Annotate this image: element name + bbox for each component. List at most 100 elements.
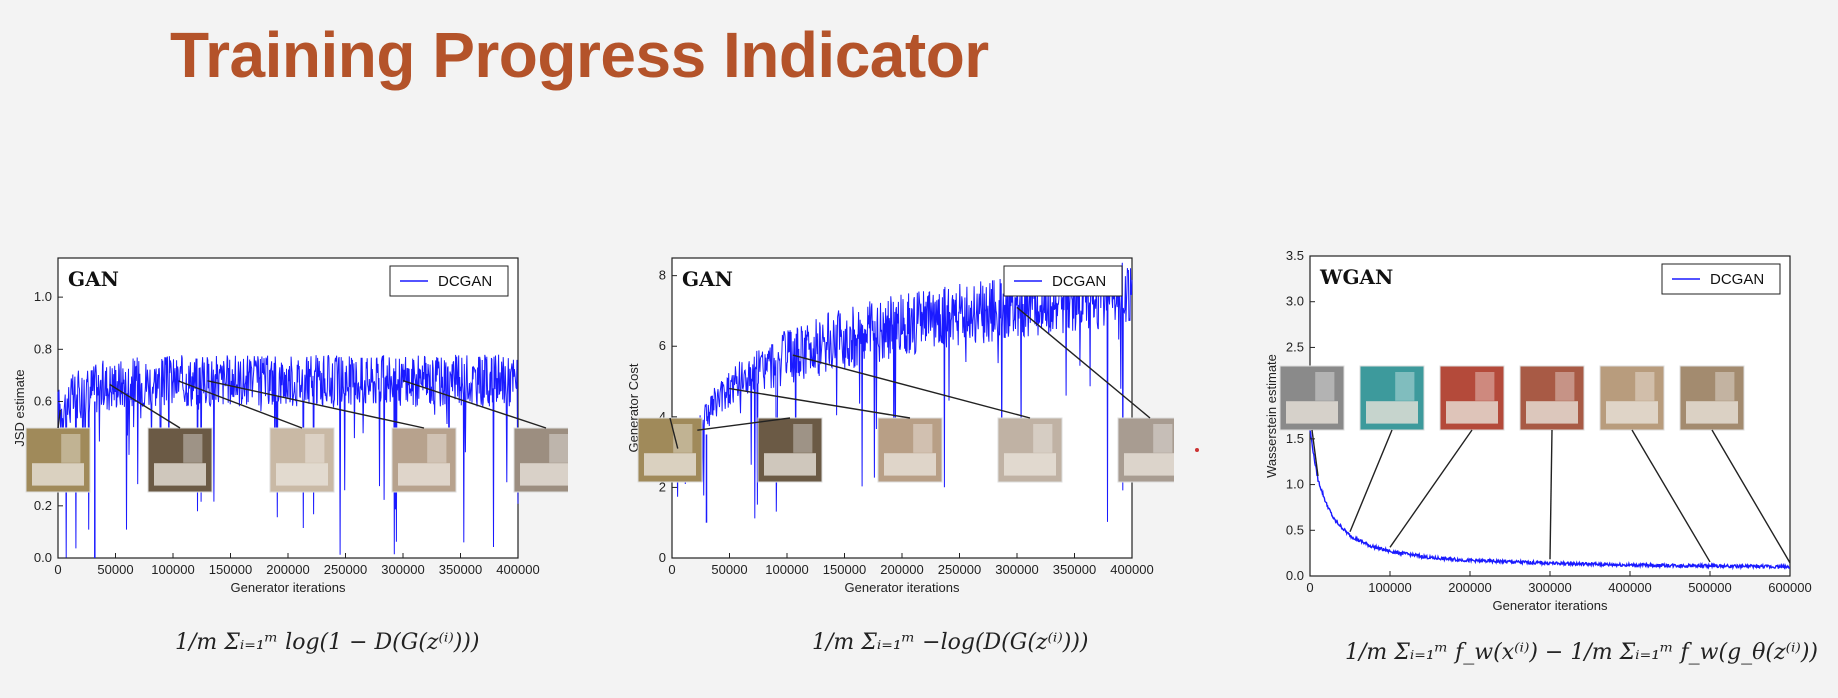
formula-gan-generator-cost: 1/m Σᵢ₌₁ᵐ −log(D(G(z⁽ⁱ⁾))) <box>812 630 1089 655</box>
sample-image-bed <box>1004 453 1056 476</box>
wgan-wasserstein-plot: 0 100000 200000 300000 400000 500000 600000 0.0… <box>1264 248 1812 613</box>
x-tick-label: 300000 <box>381 562 424 577</box>
x-tick-label: 50000 <box>97 562 133 577</box>
sample-image-bed <box>1124 453 1176 476</box>
formula-gan-jsd: 1/m Σᵢ₌₁ᵐ log(1 − D(G(z⁽ⁱ⁾))) <box>175 630 480 655</box>
y-tick-label: 3.0 <box>1286 294 1304 309</box>
sample-arrow <box>1549 429 1553 560</box>
y-tick-label: 1.0 <box>1286 477 1304 492</box>
sample-image-bed <box>644 453 696 476</box>
sample-image-window <box>1715 372 1735 401</box>
sample-image-window <box>1315 372 1335 401</box>
sample-image-bed <box>520 463 572 486</box>
sample-image-bed <box>884 453 936 476</box>
sample-thumbnail <box>877 417 943 483</box>
x-tick-label: 400000 <box>1110 562 1153 577</box>
x-tick-label: 350000 <box>439 562 482 577</box>
sample-image-bed <box>1446 401 1498 424</box>
x-tick-label: 0 <box>1306 580 1313 595</box>
y-axis-label: JSD estimate <box>12 369 27 446</box>
sample-image-window <box>913 424 933 453</box>
sample-arrow <box>1711 429 1791 564</box>
sample-thumbnail <box>1359 365 1425 431</box>
y-tick-label: 2.5 <box>1286 339 1304 354</box>
sample-image-window <box>183 434 203 463</box>
sample-image-window <box>1033 424 1053 453</box>
x-tick-label: 100000 <box>765 562 808 577</box>
x-tick-label: 100000 <box>1368 580 1411 595</box>
sample-image-bed <box>1606 401 1658 424</box>
y-tick-label: 0.5 <box>1286 522 1304 537</box>
sample-thumbnail <box>147 427 213 493</box>
sample-thumbnail <box>997 417 1063 483</box>
sample-thumbnail <box>1439 365 1505 431</box>
chart-title: GAN <box>682 267 733 291</box>
sample-thumbnail <box>757 417 823 483</box>
sample-arrow <box>178 380 303 429</box>
sample-thumbnail <box>1117 417 1183 483</box>
sample-image-window <box>427 434 447 463</box>
y-tick-label: 0.8 <box>34 341 52 356</box>
x-tick-label: 200000 <box>266 562 309 577</box>
series-line-dcgan <box>671 262 1133 522</box>
y-tick-label: 4 <box>659 409 666 424</box>
x-axis-label: Generator iterations <box>231 580 346 595</box>
sample-image-window <box>305 434 325 463</box>
sample-thumbnail <box>1679 365 1745 431</box>
formula-wgan-wasserstein: 1/m Σᵢ₌₁ᵐ f_w(x⁽ⁱ⁾) − 1/m Σᵢ₌₁ᵐ f_w(g_θ(… <box>1345 640 1818 665</box>
x-tick-label: 400000 <box>496 562 539 577</box>
sample-image-window <box>1555 372 1575 401</box>
x-tick-label: 0 <box>54 562 61 577</box>
sample-arrow <box>402 379 547 429</box>
x-tick-label: 200000 <box>1448 580 1491 595</box>
sample-image-bed <box>1286 401 1338 424</box>
y-tick-label: 2 <box>659 479 666 494</box>
sample-arrow <box>1389 429 1473 548</box>
legend-label: DCGAN <box>1052 273 1106 290</box>
sample-image-bed <box>1526 401 1578 424</box>
sample-thumbnail <box>637 417 703 483</box>
sample-thumbnail <box>25 427 91 493</box>
sample-image-window <box>673 424 693 453</box>
x-tick-label: 250000 <box>324 562 367 577</box>
x-tick-label: 150000 <box>209 562 252 577</box>
sample-image-bed <box>764 453 816 476</box>
wgan-wasserstein-chart: 0 100000 200000 300000 400000 500000 600000 0.0… <box>1252 240 1838 680</box>
sample-arrow <box>1016 306 1151 419</box>
legend-label: DCGAN <box>438 273 492 290</box>
y-tick-label: 3.5 <box>1286 248 1304 263</box>
x-tick-label: 500000 <box>1688 580 1731 595</box>
gan-jsd-chart: 0 50000 100000 150000 200000 250000 300000 3500… <box>8 240 579 680</box>
sample-image-bed <box>276 463 328 486</box>
gan-jsd-plot: 0 50000 100000 150000 200000 250000 300000 3500… <box>12 257 579 595</box>
sample-thumbnail <box>1279 365 1345 431</box>
sample-arrow <box>1311 429 1319 477</box>
x-tick-label: 400000 <box>1608 580 1651 595</box>
x-tick-label: 300000 <box>995 562 1038 577</box>
sample-thumbnail <box>1599 365 1665 431</box>
sample-arrow <box>697 417 791 431</box>
x-tick-label: 300000 <box>1528 580 1571 595</box>
sample-image-bed <box>1686 401 1738 424</box>
sample-arrow <box>207 380 425 429</box>
sample-image-window <box>793 424 813 453</box>
x-axis-label: Generator iterations <box>1493 598 1608 613</box>
sample-arrow <box>1349 429 1393 533</box>
sample-image-window <box>1395 372 1415 401</box>
gan-generator-cost-plot: 0 50000 100000 150000 200000 250000 300000 3500… <box>626 257 1183 595</box>
y-tick-label: 0.0 <box>34 550 52 565</box>
sample-arrow <box>57 409 61 429</box>
x-tick-label: 350000 <box>1053 562 1096 577</box>
y-tick-label: 6 <box>659 338 666 353</box>
sample-image-bed <box>154 463 206 486</box>
legend-label: DCGAN <box>1710 271 1764 288</box>
x-tick-label: 250000 <box>938 562 981 577</box>
sample-image-bed <box>398 463 450 486</box>
sample-thumbnail <box>1519 365 1585 431</box>
x-tick-label: 600000 <box>1768 580 1811 595</box>
sample-arrow <box>729 387 911 419</box>
series-line-dcgan <box>1309 430 1791 571</box>
sample-image-window <box>1153 424 1173 453</box>
sample-thumbnail <box>269 427 335 493</box>
slide-title: Training Progress Indicator <box>170 19 989 91</box>
